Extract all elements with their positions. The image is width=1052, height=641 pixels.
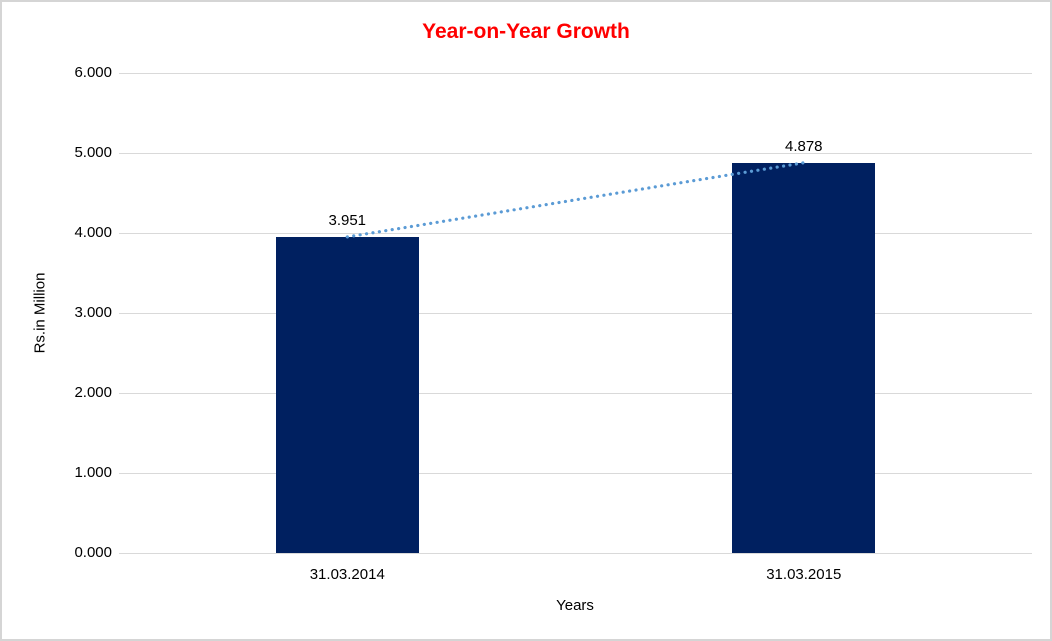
gridline — [119, 152, 1032, 154]
gridline — [119, 472, 1032, 474]
y-tick-label: 3.000 — [74, 304, 112, 321]
y-tick-label: 6.000 — [74, 64, 112, 81]
x-axis-title: Years — [556, 597, 594, 614]
x-tick-label: 31.03.2015 — [766, 566, 842, 583]
chart-title: Year-on-Year Growth — [422, 20, 630, 43]
y-tick-label: 1.000 — [74, 464, 112, 481]
y-tick-label: 5.000 — [74, 144, 112, 161]
gridline — [119, 232, 1032, 234]
gridline — [119, 72, 1032, 74]
gridline — [119, 312, 1032, 314]
y-tick-label: 2.000 — [74, 384, 112, 401]
x-tick-label: 31.03.2014 — [309, 566, 385, 583]
data-label: 3.951 — [328, 211, 367, 229]
data-label: 4.878 — [784, 137, 823, 155]
gridline — [119, 552, 1032, 554]
gridline — [119, 392, 1032, 394]
bar-31.03.2014 — [275, 236, 419, 553]
y-tick-label: 0.000 — [74, 544, 112, 561]
y-tick-label: 4.000 — [74, 224, 112, 241]
bar-31.03.2015 — [732, 162, 876, 553]
plot-area: 3.951 4.878 — [119, 72, 1032, 554]
